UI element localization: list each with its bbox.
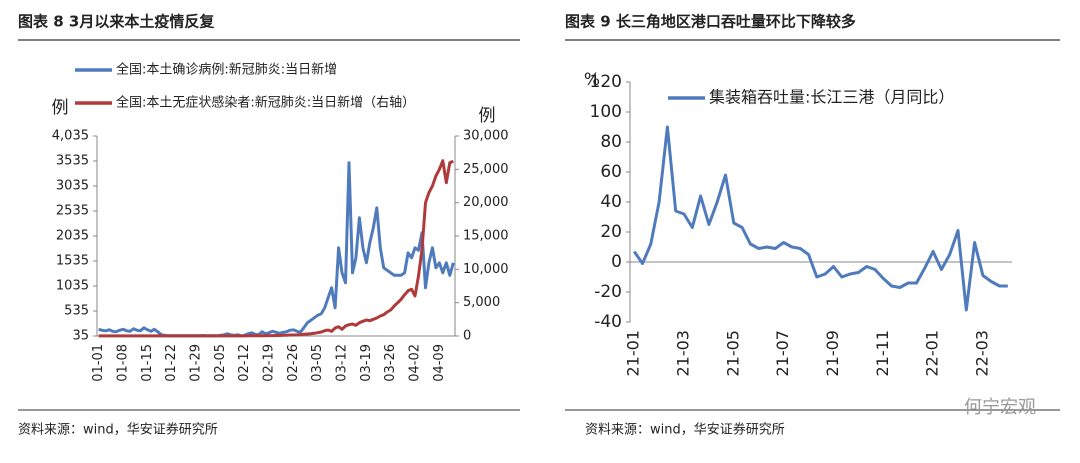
x-tick-label: 22-01 — [923, 330, 942, 377]
y-tick-label: 20 — [600, 222, 622, 242]
y-tick-label: -20 — [594, 282, 622, 302]
y2-axis-label: 例 — [479, 106, 496, 126]
y-tick-label: 80 — [600, 132, 622, 152]
x-tick-label: 02-19 — [262, 344, 277, 382]
y-tick-label: 35 — [72, 329, 89, 344]
x-tick-label: 02-26 — [286, 344, 301, 382]
y2-tick-label: 10,000 — [463, 262, 509, 277]
x-tick-label: 01-29 — [189, 344, 204, 382]
y-tick-label: 1035 — [56, 279, 89, 294]
x-tick-label: 02-05 — [213, 344, 228, 382]
y-tick-label: -40 — [594, 312, 622, 332]
watermark: 何宁宏观 — [964, 397, 1036, 418]
series-line — [632, 125, 1008, 312]
y-tick-label: 2035 — [56, 229, 89, 244]
x-tick-label: 01-15 — [140, 344, 155, 382]
y2-tick-label: 5,000 — [463, 295, 500, 310]
source: 资料来源：wind，华安证券研究所 — [18, 422, 218, 438]
x-tick-label: 22-03 — [972, 330, 991, 377]
x-tick-label: 03-26 — [383, 344, 398, 382]
x-tick-label: 01-01 — [91, 344, 106, 382]
source: 资料来源：wind，华安证券研究所 — [585, 422, 785, 438]
series-line — [98, 161, 455, 338]
x-tick-label: 21-09 — [823, 330, 842, 377]
x-tick-label: 21-03 — [673, 330, 692, 377]
legend-label: 全国:本土确诊病例:新冠肺炎:当日新增 — [116, 62, 337, 78]
y2-tick-label: 15,000 — [463, 229, 509, 244]
y-tick-label: 1535 — [56, 254, 89, 269]
x-tick-label: 03-12 — [335, 344, 350, 382]
x-tick-label: 21-01 — [624, 330, 643, 377]
chart-title: 图表 8 3月以来本土疫情反复 — [18, 13, 215, 31]
y2-tick-label: 20,000 — [463, 195, 509, 210]
x-tick-label: 01-22 — [164, 344, 179, 382]
x-tick-label: 03-05 — [310, 344, 325, 382]
x-tick-label: 21-07 — [773, 330, 792, 377]
y2-tick-label: 25,000 — [463, 162, 509, 177]
y-axis-label: % — [584, 70, 600, 90]
y-tick-label: 0 — [611, 252, 622, 272]
x-tick-label: 01-08 — [116, 344, 131, 382]
y-tick-label: 4,035 — [52, 129, 89, 144]
y-tick-label: 40 — [600, 192, 622, 212]
y-tick-label: 2535 — [56, 204, 89, 219]
y-axis-label: 例 — [52, 98, 69, 118]
y-tick-label: 120 — [590, 72, 622, 92]
x-tick-label: 21-11 — [873, 330, 892, 377]
x-tick-label: 04-09 — [432, 344, 447, 382]
x-tick-label: 21-05 — [723, 330, 742, 377]
chart-title: 图表 9 长三角地区港口吞吐量环比下降较多 — [565, 13, 856, 31]
legend-label: 集装箱吞吐量:长江三港（月同比） — [709, 88, 954, 107]
legend-label: 全国:本土无症状感染者:新冠肺炎:当日新增（右轴） — [116, 95, 415, 111]
series-line — [98, 159, 454, 338]
y-tick-label: 535 — [64, 304, 89, 319]
y2-tick-label: 0 — [463, 329, 471, 344]
y2-tick-label: 30,000 — [463, 129, 509, 144]
y-tick-label: 60 — [600, 162, 622, 182]
y-tick-label: 100 — [590, 102, 622, 122]
x-tick-label: 04-02 — [408, 344, 423, 382]
x-tick-label: 03-19 — [359, 344, 374, 382]
y-tick-label: 3535 — [56, 154, 89, 169]
x-tick-label: 02-12 — [237, 344, 252, 382]
y-tick-label: 3035 — [56, 179, 89, 194]
